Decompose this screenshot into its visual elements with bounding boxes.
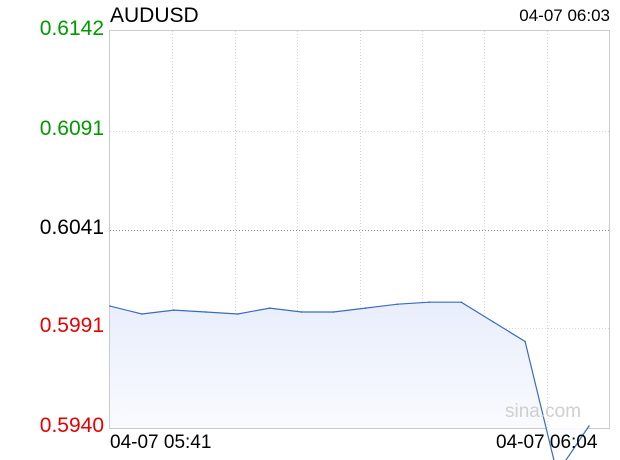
y-tick-label: 0.6041	[39, 215, 104, 239]
data-point	[524, 340, 526, 343]
data-point	[492, 321, 495, 323]
x-end-label: 04-07 06:04	[496, 432, 598, 453]
x-start-label: 04-07 05:41	[110, 432, 212, 453]
price-area-fill	[110, 302, 589, 460]
data-point	[588, 425, 590, 427]
y-tick-label: 0.5940	[39, 414, 104, 437]
data-point	[141, 313, 143, 315]
data-point	[109, 305, 111, 307]
data-point	[268, 307, 271, 309]
data-point	[205, 311, 207, 313]
y-tick-label: 0.6142	[39, 17, 104, 40]
data-point	[428, 301, 431, 304]
data-point	[396, 303, 399, 306]
timestamp: 04-07 06:03	[519, 6, 610, 25]
watermark: sina.com	[505, 401, 582, 422]
y-tick-label: 0.5991	[39, 313, 104, 337]
data-point	[364, 307, 367, 309]
data-point	[173, 309, 175, 311]
price-line	[109, 301, 590, 460]
data-point	[332, 311, 335, 313]
data-point	[300, 311, 303, 313]
data-point	[460, 301, 463, 304]
y-tick-label: 0.6091	[39, 117, 104, 141]
plot-frame	[109, 30, 610, 429]
symbol-title: AUDUSD	[110, 4, 199, 27]
data-point	[236, 313, 239, 315]
